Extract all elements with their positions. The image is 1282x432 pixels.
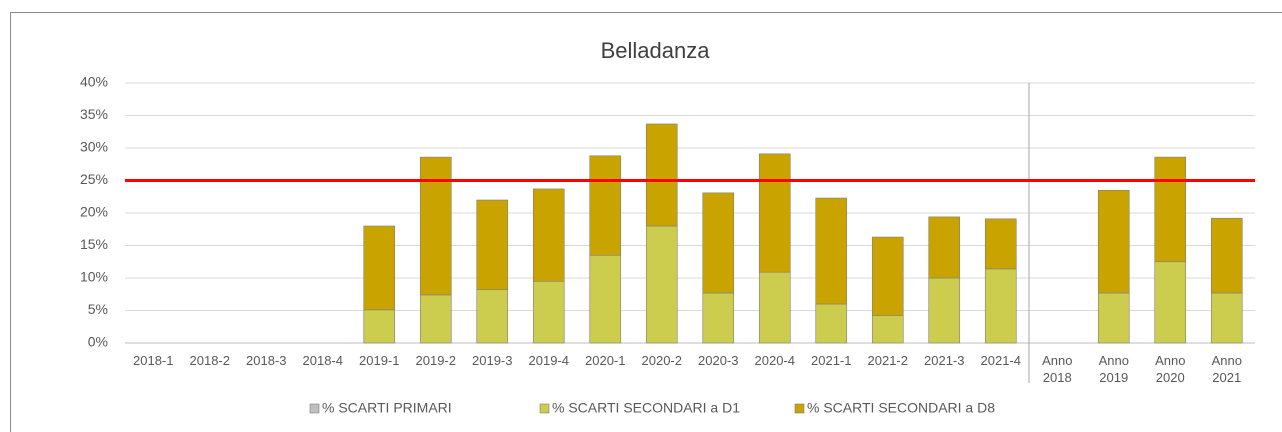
x-tick-label: 2020-1: [585, 353, 626, 368]
bar-segment: [589, 254, 622, 344]
x-tick-label: Anno 2018: [1042, 353, 1073, 385]
bar-segment: [928, 277, 961, 344]
bar-segment: [871, 236, 904, 317]
bar-segment: [532, 188, 565, 282]
x-tick-label: 2019-1: [359, 353, 400, 368]
x-tick-label: Anno 2021: [1211, 353, 1242, 385]
x-tick-label: 2020-4: [754, 353, 795, 368]
bar-segment: [702, 292, 735, 344]
legend-label: % SCARTI PRIMARI: [322, 400, 452, 416]
y-tick-label: 30%: [80, 139, 108, 155]
x-tick-label: Anno 2019: [1098, 353, 1129, 385]
x-tick-label: 2019-2: [415, 353, 456, 368]
bar-segment: [871, 315, 904, 344]
x-tick-label: 2021-4: [980, 353, 1021, 368]
x-tick-label: 2020-3: [698, 353, 739, 368]
x-tick-label: 2019-3: [472, 353, 513, 368]
bar-segment: [815, 197, 848, 305]
bar-segment: [1210, 217, 1243, 294]
chart-frame: [10, 12, 1282, 432]
legend-label: % SCARTI SECONDARI a D8: [807, 400, 995, 416]
bar-segment: [758, 271, 791, 344]
bar-segment: [476, 199, 509, 290]
x-tick-label: 2021-2: [867, 353, 908, 368]
bar-segment: [702, 192, 735, 294]
x-tick-label: 2018-4: [302, 353, 343, 368]
y-tick-label: 25%: [80, 171, 108, 187]
bar-segment: [1210, 292, 1243, 344]
y-tick-label: 0%: [88, 334, 108, 350]
x-tick-label: 2021-1: [811, 353, 852, 368]
bar-segment: [1097, 292, 1130, 344]
legend-swatch: [309, 403, 320, 414]
legend-label: % SCARTI SECONDARI a D1: [552, 400, 740, 416]
chart-title: Belladanza: [601, 38, 711, 63]
y-tick-label: 15%: [80, 236, 108, 252]
legend-swatch: [539, 403, 550, 414]
bar-segment: [1154, 261, 1187, 344]
y-tick-label: 40%: [80, 74, 108, 90]
bar-segment: [476, 289, 509, 344]
bar-segment: [984, 218, 1017, 270]
bar-segment: [645, 225, 678, 344]
legend-swatch: [794, 403, 805, 414]
bar-segment: [645, 123, 678, 227]
bar-segment: [1154, 156, 1187, 263]
y-tick-label: 35%: [80, 106, 108, 122]
y-tick-label: 10%: [80, 269, 108, 285]
bar-segment: [758, 153, 791, 273]
x-tick-label: 2021-3: [924, 353, 965, 368]
bar-segment: [815, 303, 848, 344]
bar-segment: [984, 268, 1017, 344]
x-tick-label: 2020-2: [641, 353, 682, 368]
bar-segment: [1097, 189, 1130, 294]
x-tick-label: 2018-2: [189, 353, 230, 368]
bar-segment: [363, 225, 396, 311]
bar-segment: [928, 216, 961, 279]
bar-segment: [589, 155, 622, 256]
bar-segment: [363, 309, 396, 344]
y-tick-label: 5%: [88, 301, 108, 317]
y-tick-label: 20%: [80, 204, 108, 220]
bar-segment: [532, 280, 565, 344]
bar-segment: [419, 156, 452, 296]
x-tick-label: Anno 2020: [1155, 353, 1186, 385]
x-tick-label: 2018-1: [133, 353, 174, 368]
x-tick-label: 2019-4: [528, 353, 569, 368]
x-tick-label: 2018-3: [246, 353, 287, 368]
bar-segment: [419, 294, 452, 344]
